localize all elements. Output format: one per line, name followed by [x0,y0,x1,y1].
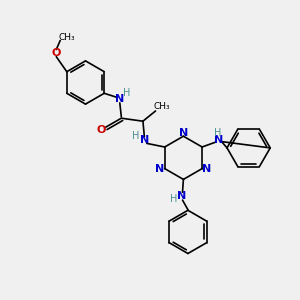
Text: N: N [115,94,124,104]
Text: CH₃: CH₃ [154,102,170,111]
Text: N: N [177,191,187,201]
Text: H: H [170,194,178,204]
Text: N: N [179,128,188,138]
Text: O: O [96,125,106,135]
Text: N: N [155,164,164,174]
Text: N: N [202,164,212,174]
Text: CH₃: CH₃ [58,33,75,42]
Text: N: N [214,135,223,146]
Text: H: H [132,131,140,141]
Text: H: H [214,128,221,138]
Text: N: N [140,135,149,145]
Text: O: O [52,48,61,58]
Text: H: H [123,88,130,98]
